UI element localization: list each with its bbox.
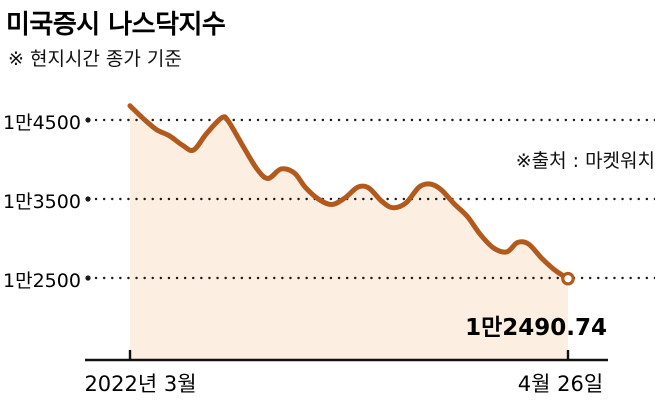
x-axis-label-end: 4월 26일	[517, 372, 604, 396]
area-fill	[130, 105, 568, 360]
chart-subtitle: ※ 현지시간 종가 기준	[8, 48, 182, 70]
page-title: 미국증시 나스닥지수	[6, 10, 226, 40]
gridline-dot	[85, 196, 91, 202]
last-point-marker	[561, 271, 575, 286]
y-axis-label: 1만3500	[3, 191, 81, 213]
gridline-dot	[85, 275, 91, 281]
y-axis-label: 1만4500	[3, 112, 81, 134]
nasdaq-series-line	[127, 103, 571, 282]
y-axis-label: 1만2500	[3, 270, 81, 292]
gridline-dot	[85, 117, 91, 123]
x-axis-label-start: 2022년 3월	[84, 372, 197, 396]
source-annotation: ※출처 : 마켓워치	[515, 150, 655, 172]
last-value-label: 1만2490.74	[465, 315, 607, 341]
